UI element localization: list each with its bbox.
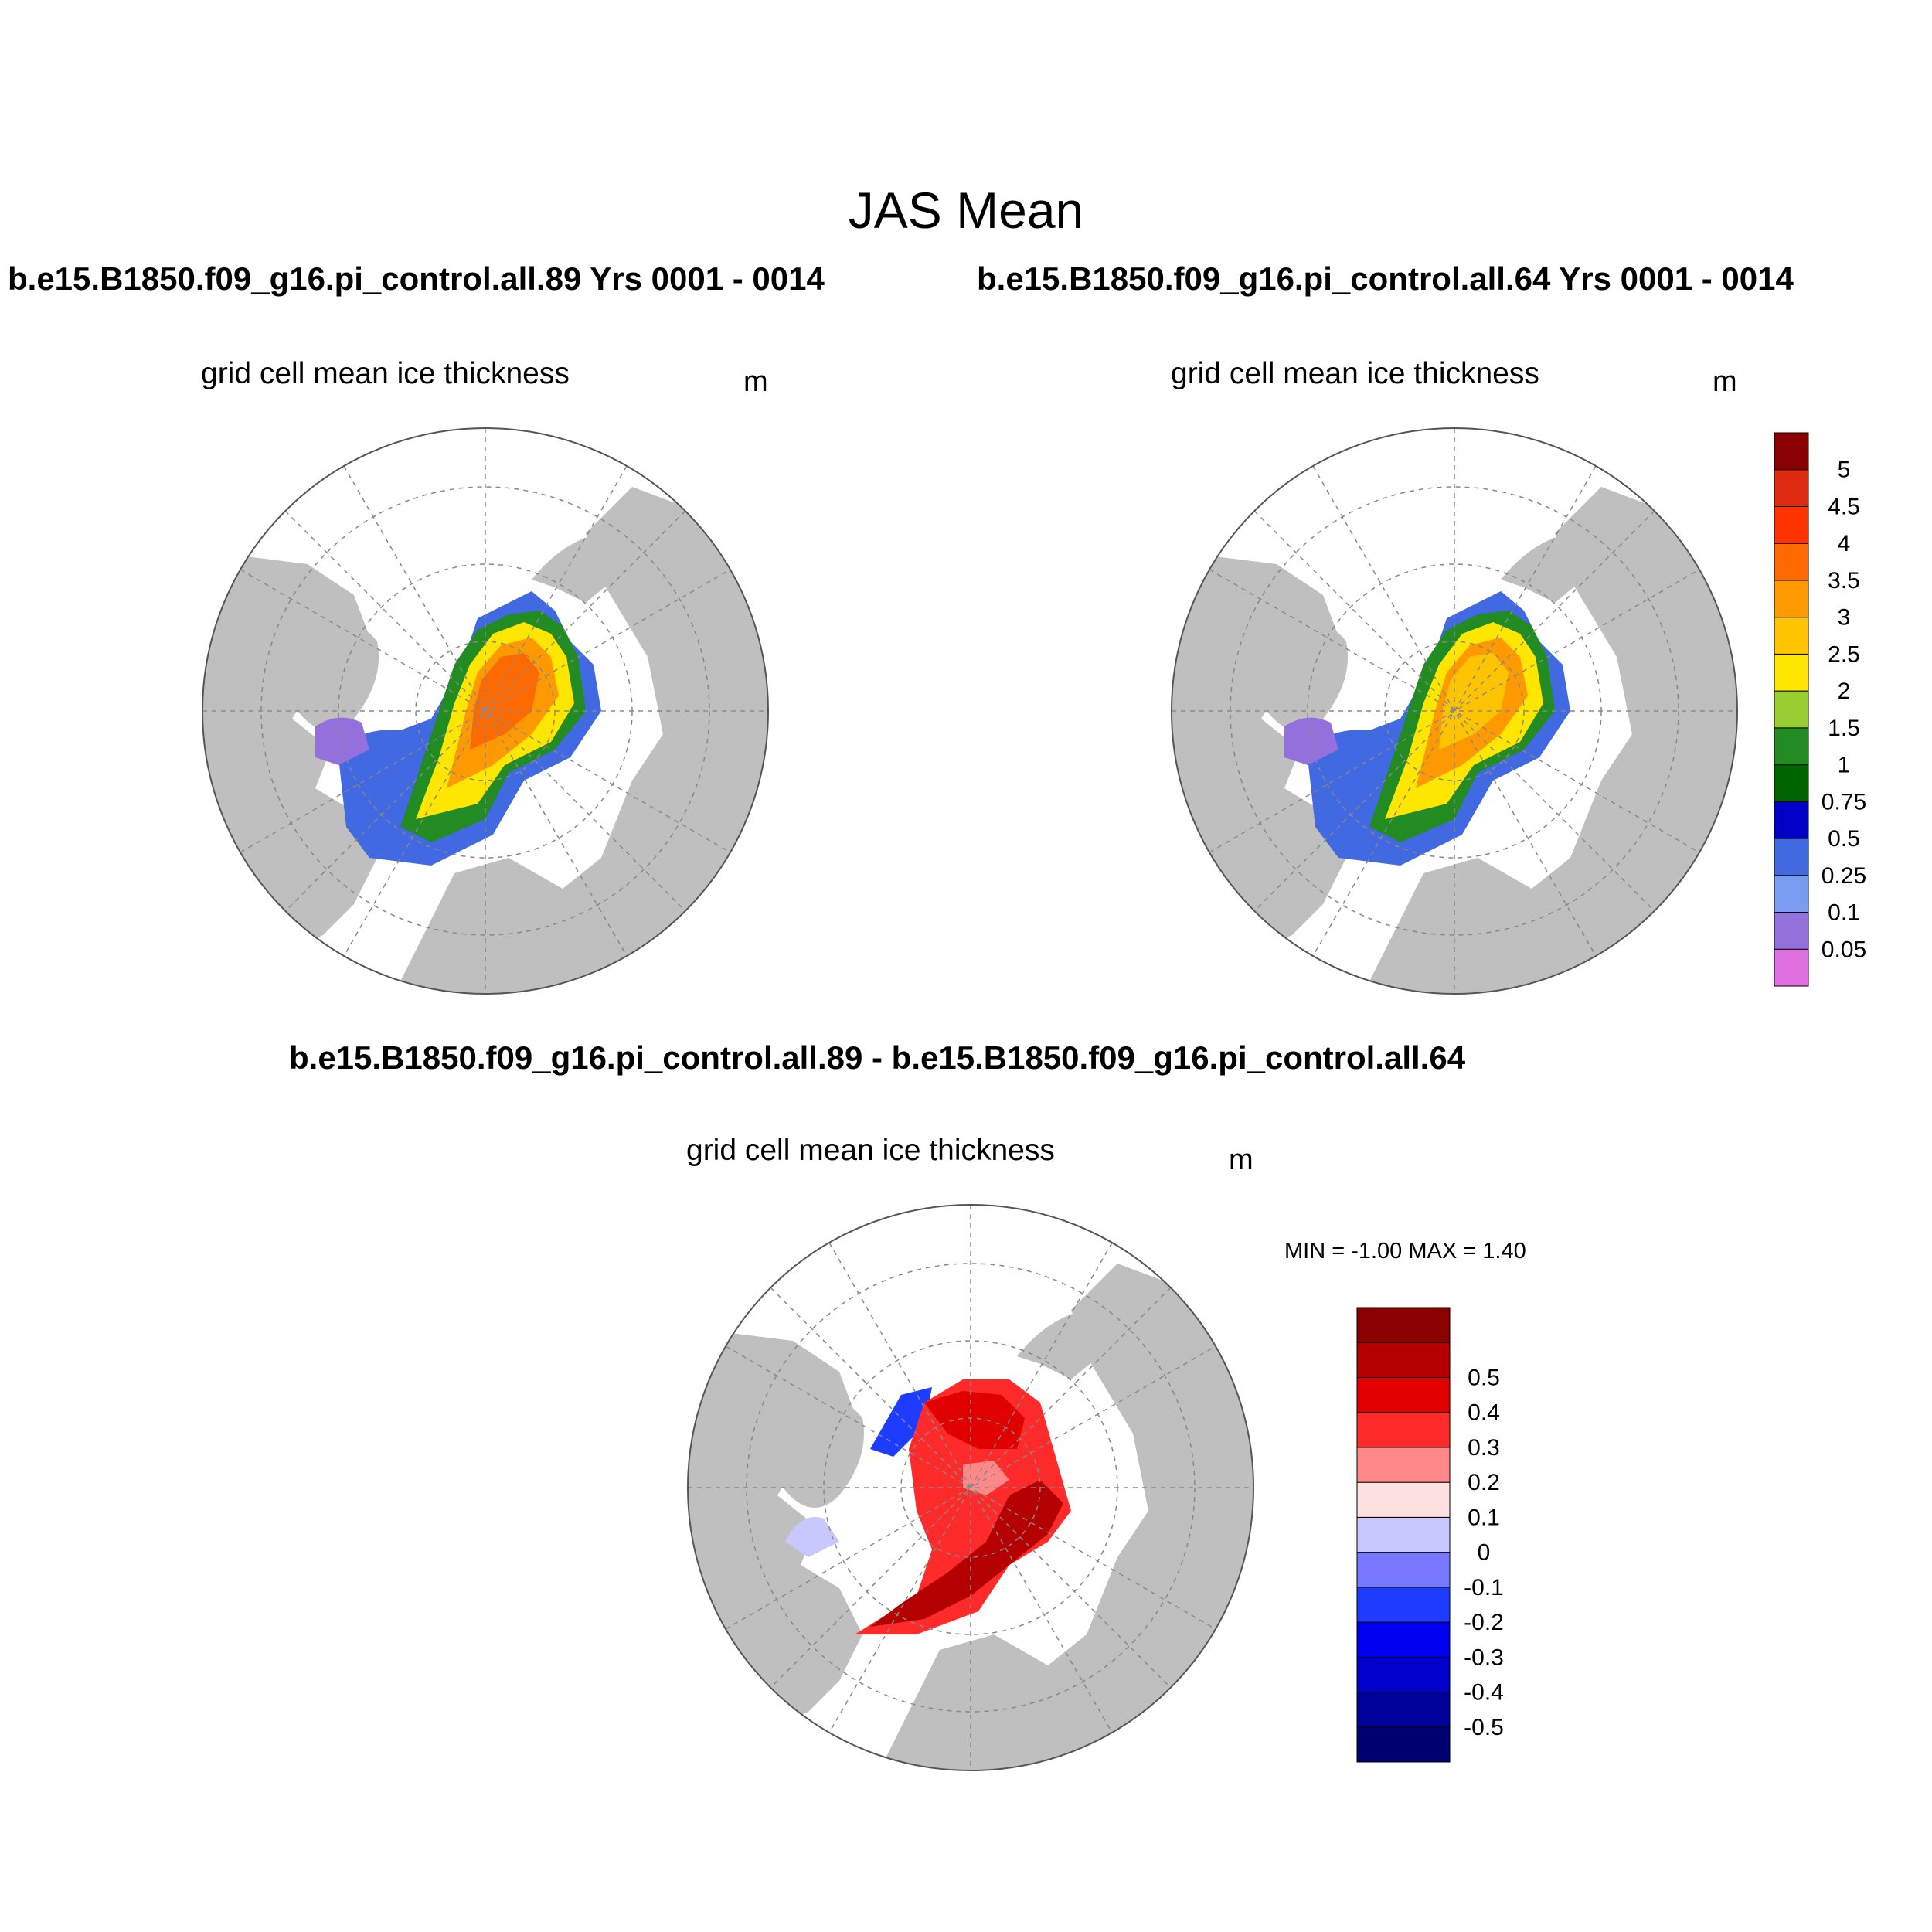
land-alaska [1501,533,1601,603]
colorbar-diff-swatch [1356,1481,1451,1518]
colorbar-ice-tick-label: 4 [1838,531,1851,556]
ice-deep-orange [470,653,539,750]
panel-3-minmax: MIN = -1.00 MAX = 1.40 [1284,1239,1526,1264]
map-border [687,1204,1254,1771]
colorbar-diff-swatch [1356,1342,1451,1378]
colorbar-ice-tick-label: 5 [1838,457,1851,483]
colorbar-diff-swatch [1356,1412,1451,1448]
colorbar-ice-tick-label: 1.5 [1828,716,1860,741]
colorbar-diff-tick-label: -0.1 [1464,1575,1504,1600]
colorbar-diff-tick-label: 0.2 [1468,1470,1500,1495]
colorbar-diff-swatch [1356,1516,1451,1553]
map-graticule [202,428,768,994]
colorbar-ice-swatch [1774,801,1809,839]
map-panel-2 [1171,427,1738,995]
land-eurasia [1362,487,1737,994]
panel-3-case-title: b.e15.B1850.f09_g16.pi_control.all.89 - … [289,1039,1466,1076]
colorbar-ice-swatch [1774,505,1809,544]
colorbar-diff-swatch [1356,1587,1451,1623]
diff-pink [963,1461,1009,1495]
map-graticule [688,1205,1253,1770]
colorbar-ice-swatch [1774,727,1809,766]
map-panel-1 [202,427,769,995]
ice-purple-hudson [315,717,369,765]
colorbar-diff-tick-label: -0.4 [1464,1680,1504,1706]
colorbar-diff-swatch [1356,1307,1451,1343]
map-border [1171,427,1738,995]
colorbar-ice-swatch [1774,948,1809,987]
land-alaska [532,533,632,603]
colorbar-ice-tick-label: 0.1 [1828,900,1860,926]
colorbar-ice-tick-label: 0.25 [1821,863,1866,889]
colorbar-ice-swatch [1774,469,1809,507]
colorbar-diff-swatch [1356,1656,1451,1693]
colorbar-ice-tick-label: 0.5 [1828,826,1860,852]
colorbar-ice-swatch [1774,875,1809,913]
map-border [202,427,769,995]
colorbar-ice-tick-label: 2.5 [1828,641,1860,667]
colorbar-ice-tick-label: 3.5 [1828,568,1860,594]
colorbar-diff-swatch [1356,1376,1451,1413]
panel-2-case-title: b.e15.B1850.f09_g16.pi_control.all.64 Yr… [977,260,1794,297]
ice-light-orange [1439,653,1509,750]
panel-2-variable-title: grid cell mean ice thickness [1171,357,1539,390]
colorbar-ice-swatch [1774,764,1809,802]
ice-purple-hudson [1284,717,1338,765]
panel-1-units: m [743,366,768,398]
colorbar-diff-swatch [1356,1621,1451,1658]
diff-dark-red [870,1480,1063,1627]
land-greenland [764,1397,864,1508]
colorbar-ice-swatch [1774,432,1809,471]
land-eurasia [393,487,768,994]
colorbar-diff-tick-label: 0.4 [1468,1400,1500,1426]
colorbar-diff-tick-label: -0.3 [1464,1645,1504,1670]
colorbar-ice-swatch [1774,690,1809,729]
land-greenland [1247,621,1348,731]
land-alaska [1017,1310,1117,1379]
colorbar-ice-swatch [1774,912,1809,950]
colorbar-ice-tick-label: 3 [1838,605,1851,631]
colorbar-ice-tick-label: 1 [1838,753,1851,778]
panel-3-units: m [1229,1144,1253,1176]
map-panel-3 [687,1204,1254,1771]
panel-3-variable-title: grid cell mean ice thickness [686,1134,1055,1167]
colorbar-diff-tick-label: 0.1 [1468,1505,1500,1530]
colorbar-ice-tick-label: 0.75 [1821,789,1866,815]
colorbar-diff-swatch [1356,1552,1451,1588]
colorbar-diff-tick-label: 0 [1478,1540,1491,1566]
colorbar-ice-swatch [1774,543,1809,581]
colorbar-diff-tick-label: -0.2 [1464,1610,1504,1635]
panel-1-case-title: b.e15.B1850.f09_g16.pi_control.all.89 Yr… [8,260,825,297]
colorbar-diff-swatch [1356,1726,1451,1763]
diff-light-blue [785,1517,839,1557]
diff-red-inner [924,1391,1025,1449]
colorbar-diff-tick-label: 0.5 [1468,1365,1500,1390]
panel-1-variable-title: grid cell mean ice thickness [201,357,570,390]
colorbar-ice-thickness: 0.05 0.1 0.25 0.5 0.75 1 1.5 2 2.5 3 3.5 4 4.5 5 [1774,432,1866,987]
land-greenland [278,621,379,731]
colorbar-diff-swatch [1356,1692,1451,1728]
colorbar-ice-tick-label: 0.05 [1821,937,1866,962]
colorbar-diff-swatch [1356,1447,1451,1483]
colorbar-difference: -0.5 -0.4 -0.3 -0.2 -0.1 0 0.1 0.2 0.3 0.4 0.5 [1356,1307,1504,1763]
land-eurasia [878,1264,1253,1770]
colorbar-diff-tick-label: -0.5 [1464,1715,1504,1740]
colorbar-ice-swatch [1774,617,1809,655]
colorbar-ice-swatch [1774,580,1809,618]
map-graticule [1172,428,1737,994]
colorbar-ice-tick-label: 4.5 [1828,494,1860,519]
panel-2-units: m [1713,366,1737,398]
figure-title: JAS Mean [848,182,1084,239]
colorbar-ice-swatch [1774,653,1809,692]
colorbar-diff-tick-label: 0.3 [1468,1435,1500,1461]
colorbar-ice-tick-label: 2 [1838,679,1851,704]
diff-blue-edge [870,1387,932,1457]
colorbar-ice-swatch [1774,838,1809,876]
